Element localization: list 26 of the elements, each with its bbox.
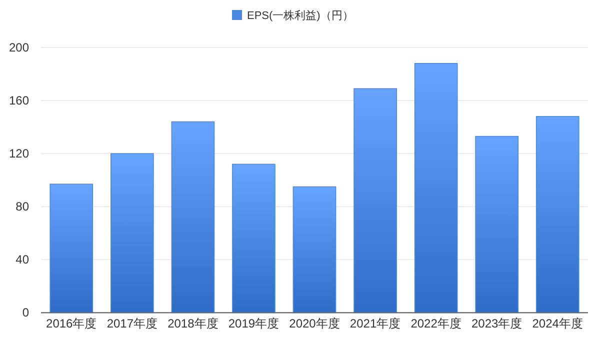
bar: [50, 184, 94, 314]
x-tick-label: 2021年度: [350, 316, 401, 331]
y-tick-label: 40: [16, 252, 30, 267]
legend: EPS(一株利益)（円）: [232, 10, 354, 22]
y-tick-label: 200: [8, 40, 30, 54]
x-tick-label: 2024年度: [532, 316, 583, 331]
bar: [414, 63, 458, 314]
bar: [292, 186, 336, 314]
x-tick-label: 2022年度: [410, 316, 462, 331]
x-tick-label: 2020年度: [289, 316, 340, 331]
x-tick-label: 2018年度: [168, 316, 218, 331]
y-tick-label: 120: [8, 146, 30, 161]
x-tick-label: 2016年度: [46, 316, 97, 331]
bar: [475, 136, 519, 314]
x-tick-label: 2019年度: [228, 316, 280, 331]
y-tick-label: 0: [22, 306, 30, 320]
bar: [110, 153, 154, 314]
x-tick-label: 2017年度: [106, 316, 158, 331]
bar: [536, 116, 580, 314]
y-tick-label: 80: [16, 200, 30, 214]
y-tick-label: 160: [8, 94, 30, 108]
bar: [171, 121, 215, 314]
x-tick-label: 2023年度: [471, 316, 522, 331]
bar: [232, 164, 276, 314]
bar: [354, 88, 397, 314]
legend-label: EPS(一株利益)（円）: [247, 9, 354, 22]
